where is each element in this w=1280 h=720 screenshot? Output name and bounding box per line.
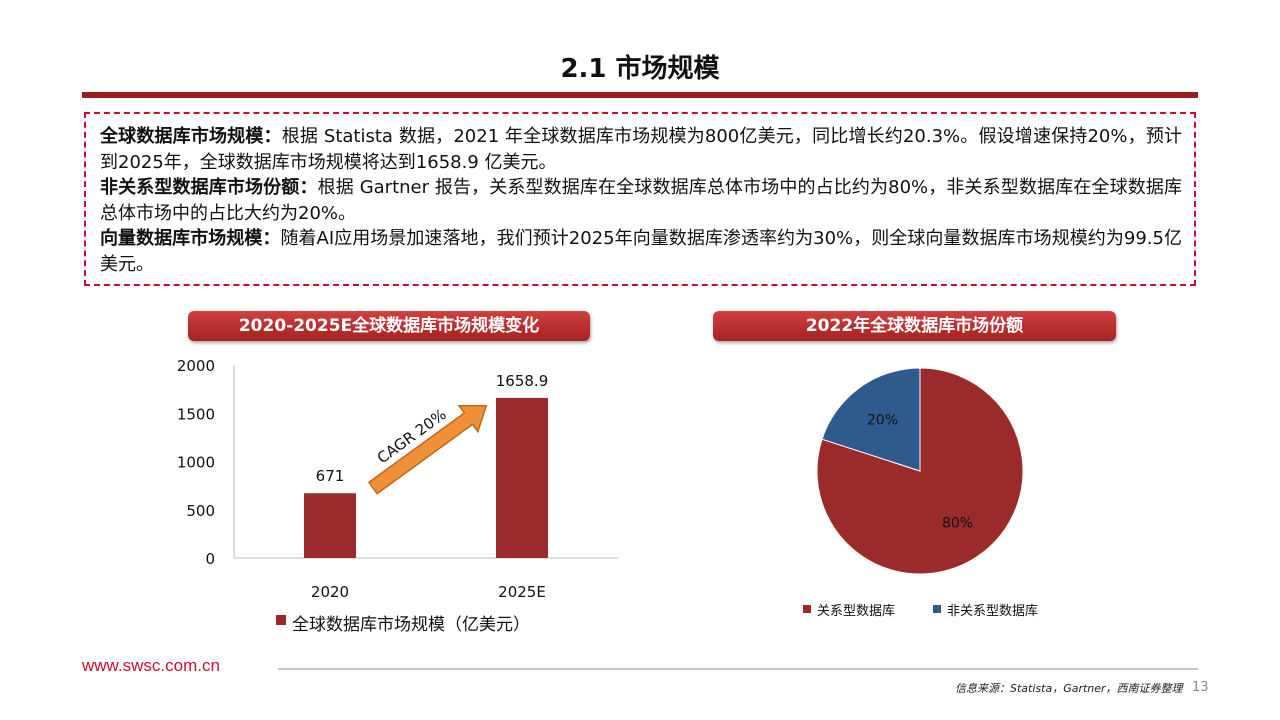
legend-swatch <box>803 605 811 613</box>
pie-slice <box>816 367 1024 575</box>
legend-swatch <box>276 615 286 625</box>
data-label: 671 <box>316 467 345 485</box>
cagr-arrow <box>367 404 488 495</box>
legend-label: 全球数据库市场规模（亿美元） <box>292 615 530 635</box>
summary-body: 根据 Gartner 报告，关系型数据库在全球数据库总体市场中的占比约为80%，… <box>100 177 1182 224</box>
y-tick-label: 1000 <box>177 454 215 472</box>
legend-label: 非关系型数据库 <box>947 603 1038 619</box>
pie-label: 80% <box>942 516 973 532</box>
summary-box <box>84 112 1196 286</box>
summary-label: 向量数据库市场规模： <box>100 228 281 249</box>
summary-text: 全球数据库市场规模：根据 Statista 数据，2021 年全球数据库市场规模… <box>100 124 1182 277</box>
bar-chart-title: 2020-2025E全球数据库市场规模变化 <box>188 311 590 341</box>
y-tick-label: 1500 <box>177 405 215 423</box>
footer-divider <box>278 668 1198 670</box>
x-tick-label: 2020 <box>311 583 349 601</box>
x-tick-label: 2025E <box>498 583 546 601</box>
page-number: 13 <box>1192 680 1209 695</box>
pie-label: 20% <box>867 412 898 428</box>
legend-swatch <box>933 605 941 613</box>
bar <box>304 493 356 558</box>
pie-slice <box>821 367 921 472</box>
source-note: 信息来源：Statista，Gartner，西南证券整理 <box>955 682 1183 695</box>
footer-url[interactable]: www.swsc.com.cn <box>82 656 220 675</box>
pie-chart-title: 2022年全球数据库市场份额 <box>713 311 1116 341</box>
y-tick-label: 0 <box>205 550 215 568</box>
y-tick-label: 2000 <box>177 357 215 375</box>
y-tick-label: 500 <box>186 502 215 520</box>
page-title: 2.1 市场规模 <box>560 54 720 84</box>
data-label: 1658.9 <box>496 372 549 390</box>
summary-body: 随着AI应用场景加速落地，我们预计2025年向量数据库渗透率约为30%，则全球向… <box>100 228 1182 275</box>
summary-label: 全球数据库市场规模： <box>100 126 282 147</box>
arrow-shape <box>367 404 488 495</box>
title-divider <box>82 92 1198 98</box>
bar <box>496 397 548 558</box>
legend-label: 关系型数据库 <box>817 603 895 619</box>
summary-label: 非关系型数据库市场份额： <box>100 177 318 198</box>
summary-body: 根据 Statista 数据，2021 年全球数据库市场规模为800亿美元，同比… <box>100 126 1182 173</box>
